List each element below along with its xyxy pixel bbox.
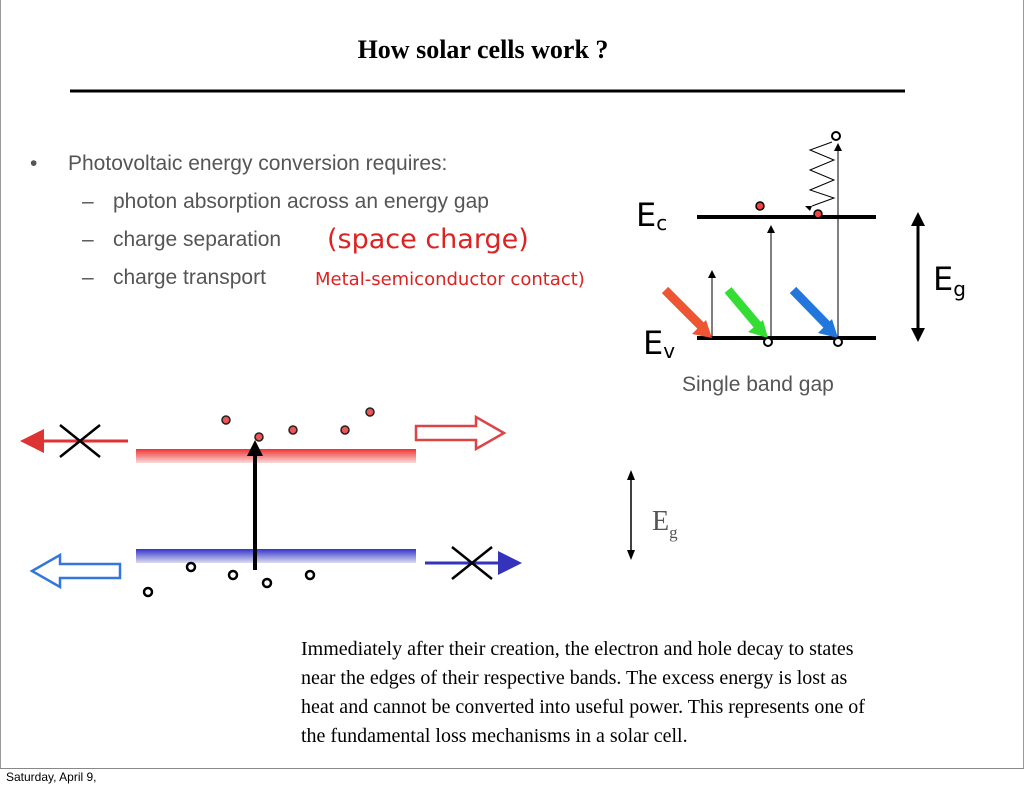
cross — [59, 424, 101, 458]
paragraph-line: the fundamental loss mechanisms in a sol… — [301, 725, 688, 747]
subscript: v — [663, 339, 675, 363]
paragraph-line: Immediately after their creation, the el… — [301, 638, 854, 660]
symbol: E — [643, 324, 663, 362]
arrowhead — [627, 470, 635, 560]
dash: – — [82, 228, 94, 251]
electron — [813, 209, 823, 219]
electron — [831, 131, 841, 141]
photon-green — [724, 287, 764, 331]
arrowhead — [911, 212, 925, 342]
subscript: c — [656, 211, 667, 235]
annotation: Metal-semiconductor contact) — [315, 269, 585, 290]
footer-bar — [0, 768, 1024, 788]
paragraph: Immediately after their creation, the el… — [301, 638, 865, 747]
symbol: E — [636, 196, 656, 234]
arrowhead — [748, 320, 768, 338]
band-diagram: Ec Ev Eg Single band gap — [636, 131, 966, 396]
hole — [185, 561, 197, 573]
dash: – — [82, 266, 94, 289]
arrowhead — [818, 319, 838, 338]
cross — [451, 546, 493, 580]
thermalization — [808, 141, 836, 207]
photon-blue — [789, 286, 834, 332]
valence-label: Ev — [643, 324, 675, 363]
sub-item: photon absorption across an energy gap — [113, 190, 489, 213]
dash: – — [82, 190, 94, 213]
title: How solar cells work ? — [358, 35, 609, 64]
arrowhead — [692, 320, 712, 338]
bullet-text: Photovoltaic energy conversion requires: — [68, 152, 447, 175]
hole-flow — [29, 552, 122, 590]
subscript: g — [669, 523, 678, 542]
bullet-marker: • — [30, 152, 37, 175]
hole — [304, 569, 316, 581]
paragraph-line: near the edges of their respective bands… — [301, 667, 848, 689]
sub-item: charge transport — [113, 266, 266, 289]
electron — [755, 201, 765, 211]
electron — [254, 432, 264, 442]
hole — [227, 569, 239, 581]
gap-label: Eg — [933, 260, 966, 301]
decay-diagram: Eg — [20, 407, 678, 598]
arrowhead — [805, 206, 812, 211]
hole — [142, 586, 154, 598]
footer-date: Saturday, April 9, — [6, 770, 97, 784]
paragraph-line: heat and cannot be converted into useful… — [301, 696, 865, 718]
electron — [221, 415, 231, 425]
electron — [365, 407, 375, 417]
electron — [340, 425, 350, 435]
caption: Single band gap — [682, 373, 834, 396]
hole — [261, 577, 273, 589]
valence-band — [136, 549, 416, 563]
annotation: (space charge) — [327, 224, 529, 255]
hole — [763, 337, 773, 347]
electron — [288, 425, 298, 435]
electron-flow — [414, 414, 507, 452]
sub-item: charge separation — [113, 228, 281, 251]
symbol: E — [652, 506, 669, 537]
conduction-band — [136, 449, 416, 463]
gap-label: Eg — [652, 506, 678, 542]
conduction-label: Ec — [636, 196, 667, 235]
arrowhead — [247, 440, 263, 456]
hole — [833, 337, 843, 347]
subscript: g — [953, 277, 966, 301]
symbol: E — [933, 260, 953, 298]
photon-red — [661, 286, 709, 334]
